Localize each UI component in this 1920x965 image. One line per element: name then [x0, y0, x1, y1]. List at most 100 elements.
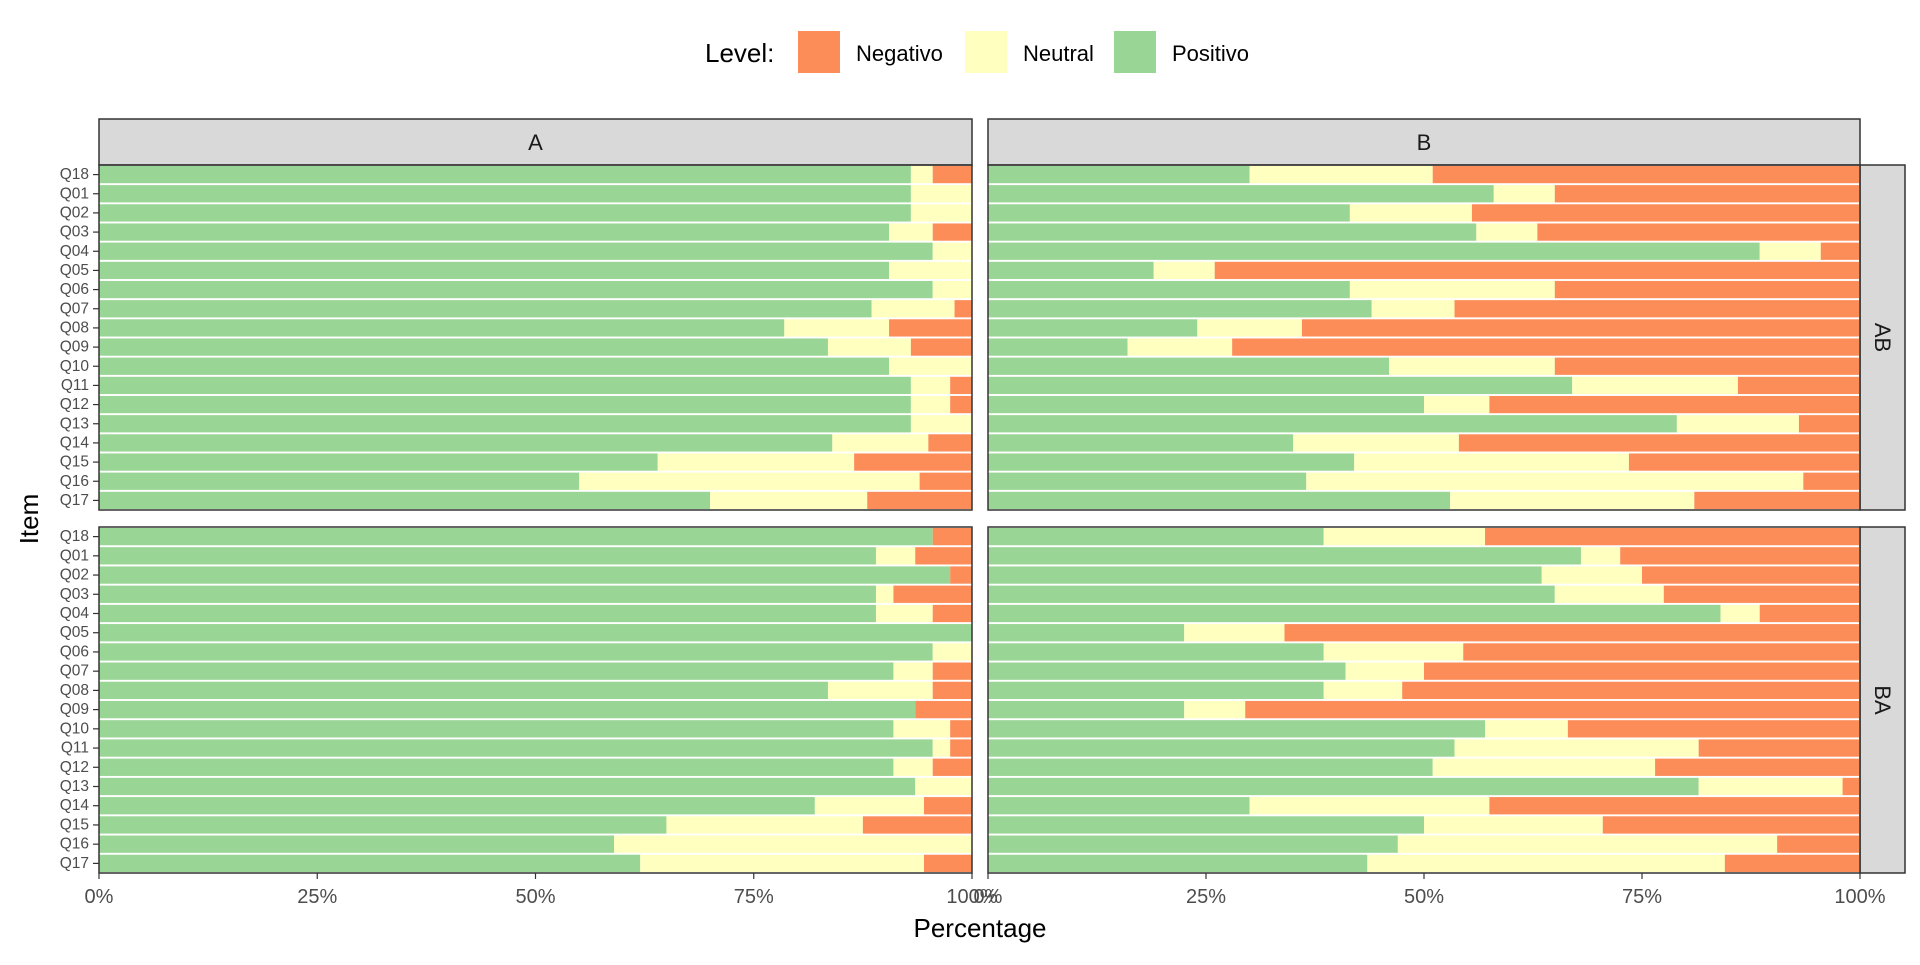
bar-a-ab-q18-positivo	[99, 165, 911, 184]
bar-b-ab-q03-positivo	[988, 223, 1477, 241]
bar-b-ba-q07-positivo	[988, 662, 1346, 680]
bar-a-ba-q09-positivo	[99, 700, 916, 719]
bar-a-ab-q02-neutral	[910, 204, 972, 222]
bar-b-ba-q04-positivo	[988, 604, 1721, 623]
bar-b-ba-q14-negativo	[1489, 797, 1860, 815]
bar-a-ba-q08-neutral	[827, 681, 933, 700]
bar-b-ab-q10-negativo	[1554, 357, 1860, 375]
bar-a-ab-q15-negativo	[854, 453, 972, 471]
bar-a-ba-q18-negativo	[932, 527, 972, 546]
bar-b-ab-q07-positivo	[988, 300, 1372, 318]
y-tick-label-a-ba-q01: Q01	[60, 547, 89, 564]
bar-a-ba-q11-neutral	[932, 739, 951, 757]
bar-b-ba-q10-positivo	[988, 720, 1486, 738]
x-tick-label-a-1: 25%	[297, 886, 337, 908]
bar-a-ba-q08-positivo	[99, 681, 828, 700]
y-tick-label-a-ba-q07: Q07	[60, 663, 89, 680]
bar-b-ba-q16-negativo	[1777, 835, 1860, 853]
bar-b-ba-q18-negativo	[1485, 527, 1860, 546]
bar-b-ba-q08-positivo	[988, 681, 1324, 700]
y-tick-label-a-ba-q15: Q15	[60, 816, 89, 833]
x-tick-label-a-2: 50%	[515, 886, 555, 908]
bar-a-ab-q16-negativo	[919, 472, 972, 490]
bar-b-ba-q02-negativo	[1642, 566, 1860, 584]
bar-a-ba-q15-neutral	[666, 816, 863, 834]
bar-a-ab-q02-positivo	[99, 204, 911, 222]
bar-b-ba-q08-neutral	[1323, 681, 1403, 700]
bar-a-ab-q06-positivo	[99, 280, 933, 299]
bar-a-ab-q18-negativo	[932, 165, 972, 184]
bar-b-ab-q06-neutral	[1349, 280, 1555, 299]
bar-a-ab-q07-neutral	[871, 300, 955, 318]
bar-a-ba-q03-negativo	[893, 585, 972, 603]
bar-a-ab-q05-positivo	[99, 261, 890, 280]
bar-b-ab-q18-positivo	[988, 165, 1250, 184]
bar-b-ab-q10-neutral	[1389, 357, 1555, 375]
bar-a-ab-q16-neutral	[579, 472, 920, 490]
bar-b-ba-q12-positivo	[988, 758, 1433, 776]
bar-b-ab-q15-negativo	[1628, 453, 1860, 471]
bar-a-ba-q14-negativo	[923, 797, 972, 815]
y-tick-label-a-ab-q08: Q08	[60, 319, 89, 336]
y-tick-label-a-ba-q16: Q16	[60, 836, 89, 853]
y-tick-label-a-ba-q17: Q17	[60, 855, 89, 872]
bar-a-ba-q07-negativo	[932, 662, 972, 680]
y-tick-label-a-ab-q13: Q13	[60, 415, 89, 432]
bar-a-ab-q01-neutral	[910, 185, 972, 203]
y-tick-label-a-ba-q10: Q10	[60, 720, 90, 737]
bar-a-ba-q17-negativo	[923, 854, 972, 873]
bar-b-ab-q07-neutral	[1371, 300, 1455, 318]
bar-b-ba-q14-neutral	[1249, 797, 1490, 815]
y-tick-label-a-ab-q04: Q04	[60, 243, 90, 260]
bar-b-ab-q10-positivo	[988, 357, 1390, 375]
bar-a-ba-q15-negativo	[862, 816, 972, 834]
bar-a-ab-q07-negativo	[954, 300, 972, 318]
bar-b-ba-q18-positivo	[988, 527, 1324, 546]
bar-b-ab-q14-negativo	[1458, 434, 1860, 452]
facet-strip-a	[98, 118, 973, 166]
bar-b-ab-q09-negativo	[1232, 338, 1860, 356]
y-tick-label-a-ba-q02: Q02	[60, 567, 89, 584]
bar-b-ab-q04-positivo	[988, 242, 1760, 260]
bar-b-ba-q02-neutral	[1541, 566, 1642, 584]
y-tick-label-a-ba-q18: Q18	[60, 528, 89, 545]
bar-b-ab-q14-neutral	[1293, 434, 1459, 452]
bar-a-ab-q17-positivo	[99, 491, 711, 510]
bar-b-ab-q09-neutral	[1127, 338, 1233, 356]
bar-b-ab-q06-positivo	[988, 280, 1350, 299]
bar-a-ba-q07-neutral	[893, 662, 933, 680]
y-axis-title: Item	[14, 494, 44, 545]
bar-a-ab-q15-neutral	[657, 453, 855, 471]
y-tick-label-a-ba-q05: Q05	[60, 624, 89, 641]
bar-a-ba-q13-neutral	[915, 777, 972, 796]
bar-b-ab-q11-positivo	[988, 376, 1573, 395]
y-tick-label-a-ab-q07: Q07	[60, 300, 89, 317]
bar-b-ba-q15-negativo	[1602, 816, 1860, 834]
y-tick-label-a-ab-q18: Q18	[60, 166, 89, 183]
bar-b-ba-q12-neutral	[1432, 758, 1656, 776]
bar-b-ba-q09-neutral	[1184, 700, 1246, 719]
x-axis-title: Percentage	[914, 913, 1047, 943]
bar-a-ab-q14-negativo	[928, 434, 972, 452]
facet-label-ba: BA	[1870, 685, 1895, 715]
bar-a-ab-q13-neutral	[910, 415, 972, 433]
bar-b-ab-q09-positivo	[988, 338, 1128, 356]
bar-a-ba-q01-neutral	[875, 547, 916, 565]
y-tick-label-a-ab-q10: Q10	[60, 358, 90, 375]
y-tick-label-a-ba-q09: Q09	[60, 701, 89, 718]
bar-b-ab-q05-positivo	[988, 261, 1154, 280]
bar-b-ab-q11-negativo	[1737, 376, 1860, 395]
y-tick-label-a-ab-q03: Q03	[60, 224, 89, 241]
bar-a-ba-q05-positivo	[99, 624, 972, 642]
bar-b-ab-q08-positivo	[988, 319, 1198, 337]
facet-strip-b	[987, 118, 1861, 166]
legend-key-positivo	[1114, 31, 1156, 73]
bar-b-ab-q14-positivo	[988, 434, 1294, 452]
bar-b-ba-q16-neutral	[1397, 835, 1778, 853]
bar-a-ab-q09-positivo	[99, 338, 828, 356]
bar-b-ba-q08-negativo	[1402, 681, 1860, 700]
bar-a-ab-q08-negativo	[889, 319, 972, 337]
legend-title: Level:	[705, 38, 774, 68]
bar-a-ab-q03-negativo	[932, 223, 972, 241]
facet-label-a: A	[528, 130, 543, 155]
